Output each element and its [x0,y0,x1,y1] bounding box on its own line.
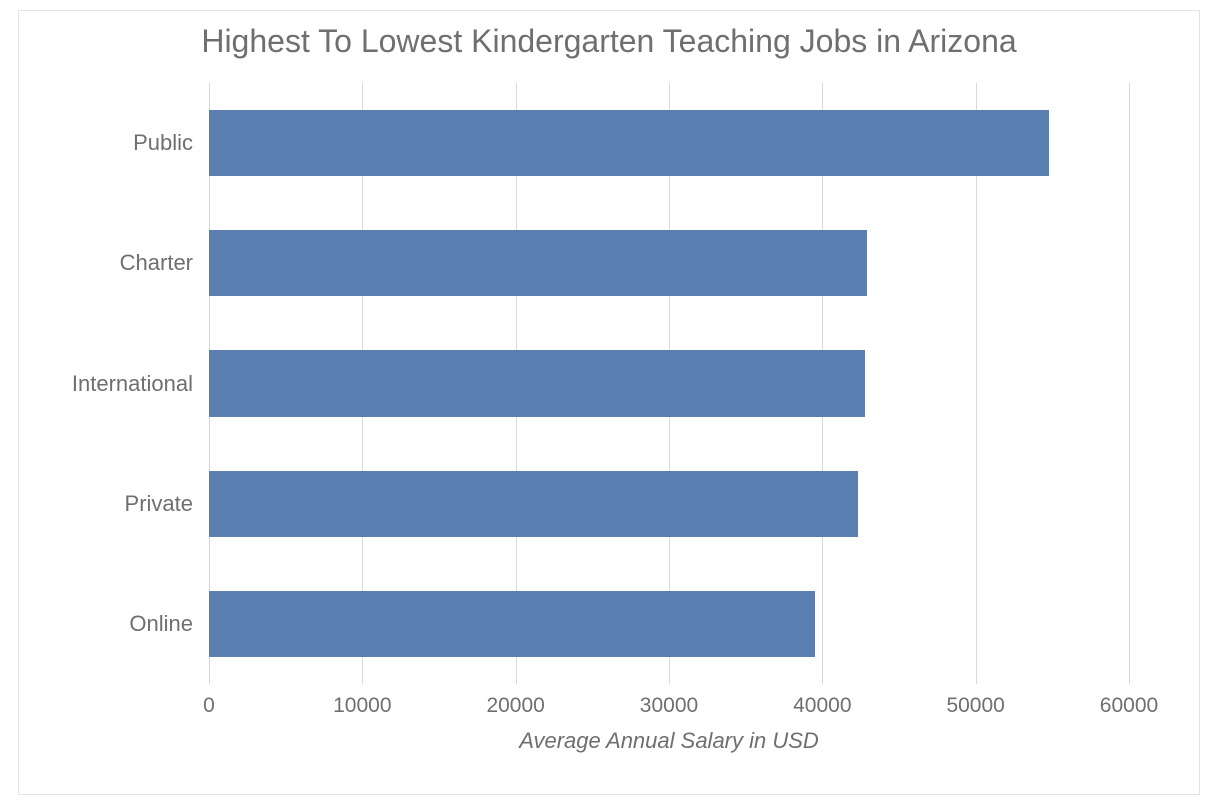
x-tick-label: 60000 [1100,694,1158,718]
bar [209,110,1049,176]
y-tick-label: International [72,371,193,397]
x-axis-title: Average Annual Salary in USD [209,728,1129,754]
y-tick-label: Online [129,611,193,637]
chart-container: Highest To Lowest Kindergarten Teaching … [0,0,1218,805]
x-tick-label: 30000 [640,694,698,718]
gridline [1129,83,1130,684]
x-tick-label: 0 [203,694,215,718]
chart-frame: Highest To Lowest Kindergarten Teaching … [18,10,1200,795]
y-tick-label: Charter [120,250,193,276]
bar [209,591,815,657]
bar [209,350,865,416]
x-tick-label: 10000 [333,694,391,718]
x-tick-label: 20000 [486,694,544,718]
plot-area: Average Annual Salary in USD 01000020000… [209,83,1129,684]
x-tick-label: 40000 [793,694,851,718]
bar [209,230,867,296]
y-tick-label: Private [125,491,193,517]
x-tick-label: 50000 [946,694,1004,718]
chart-title: Highest To Lowest Kindergarten Teaching … [19,23,1199,60]
y-tick-label: Public [133,130,193,156]
bar [209,471,858,537]
